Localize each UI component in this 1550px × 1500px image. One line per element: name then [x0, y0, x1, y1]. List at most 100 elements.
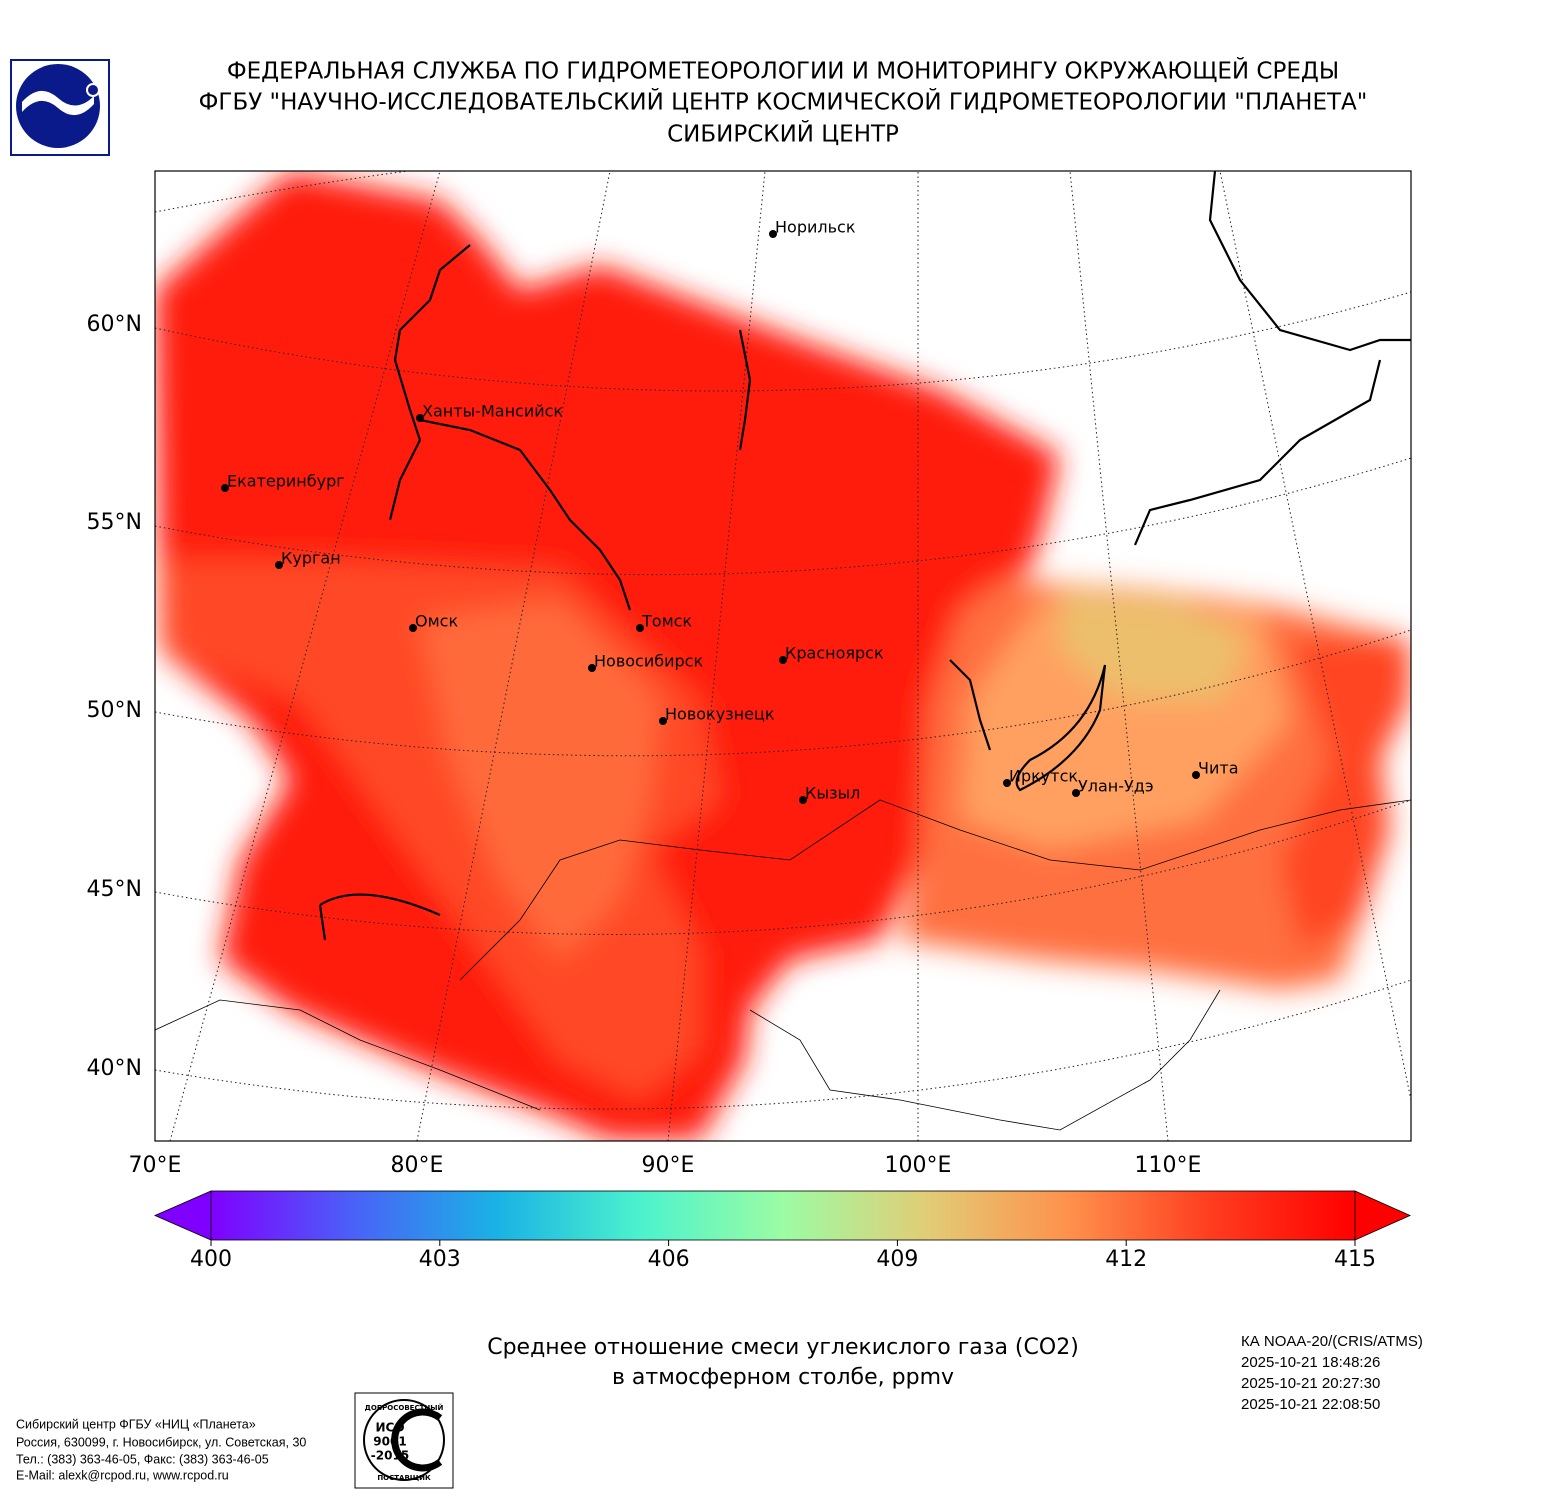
map: Норильск Ханты-Мансийск Екатеринбург Курган…: [155, 171, 1411, 1141]
city-label: Ханты-Мансийск: [422, 402, 563, 421]
lat-label: 55°N: [87, 510, 142, 535]
lake-baikal: [1015, 664, 1107, 792]
field-lowest: [1060, 590, 1250, 700]
footer-line: Тел.: (383) 363-46-05, Факс: (383) 363-4…: [16, 1452, 269, 1466]
colorbar-extend-low: [154, 1190, 212, 1241]
badge-text: -2015: [371, 1449, 409, 1463]
meridian: [667, 171, 766, 1141]
city-label: Новосибирск: [594, 652, 703, 671]
city-dot: [1192, 771, 1200, 779]
river: [1208, 171, 1411, 352]
map-frame: [154, 170, 1412, 1142]
border: [155, 799, 1411, 1131]
logo: [10, 59, 110, 156]
coastlines: [155, 171, 1411, 1131]
co2-field: [155, 171, 1410, 1140]
river: [419, 418, 632, 611]
field-mid: [420, 600, 660, 960]
header-line: ФГБУ "НАУЧНО-ИССЛЕДОВАТЕЛЬСКИЙ ЦЕНТР КОС…: [199, 88, 1368, 116]
colorbar-tick-label: 415: [1334, 1247, 1376, 1272]
river: [1133, 359, 1382, 546]
logo-satellite: [86, 83, 100, 97]
city-label: Томск: [641, 612, 692, 631]
colorbar-tick-label: 400: [190, 1247, 232, 1272]
colorbar-tick-label: 409: [876, 1247, 918, 1272]
lon-label: 100°E: [885, 1153, 952, 1178]
city-dot: [636, 624, 644, 632]
colorbar-tick-label: 412: [1105, 1247, 1147, 1272]
city-dot: [659, 717, 667, 725]
city-dot: [416, 414, 424, 422]
city-dot: [779, 656, 787, 664]
satellite-line: 2025-10-21 20:27:30: [1241, 1375, 1380, 1392]
caption-line: Среднее отношение смеси углекислого газа…: [487, 1335, 1079, 1360]
lat-label: 40°N: [87, 1056, 142, 1081]
parallel: [155, 291, 1411, 392]
river: [738, 329, 752, 451]
city-dot: [409, 624, 417, 632]
header: ФЕДЕРАЛЬНАЯ СЛУЖБА ПО ГИДРОМЕТЕОРОЛОГИИ …: [199, 57, 1368, 148]
badge-c: [391, 1408, 443, 1472]
graticule: [155, 171, 1411, 1141]
satellite-line: 2025-10-21 22:08:50: [1241, 1396, 1380, 1413]
parallel: [155, 629, 1411, 757]
river: [388, 244, 471, 521]
satellite-line: 2025-10-21 18:48:26: [1241, 1354, 1380, 1371]
badge-circle: [363, 1399, 445, 1481]
city-label: Новокузнецк: [665, 705, 775, 724]
colorbar-body: [210, 1190, 1356, 1241]
city-dot: [275, 561, 283, 569]
lake: [318, 893, 441, 941]
meridian: [1069, 171, 1169, 1141]
city-label: Иркутск: [1009, 767, 1078, 786]
iso-badge: ДОБРОСОВЕСТНЫЙ ИСО 9001 -2015 ПОСТАВЩИК: [354, 1392, 454, 1489]
city-label: Красноярск: [785, 644, 884, 663]
colorbar-extend-high: [1354, 1190, 1411, 1241]
caption: Среднее отношение смеси углекислого газа…: [487, 1335, 1079, 1390]
header-line: ФЕДЕРАЛЬНАЯ СЛУЖБА ПО ГИДРОМЕТЕОРОЛОГИИ …: [227, 57, 1339, 85]
header-line: СИБИРСКИЙ ЦЕНТР: [667, 120, 899, 148]
city-dot: [769, 230, 777, 238]
map-axes: 60°N 55°N 50°N 45°N 40°N 70°E 80°E 90°E 100°E 110…: [87, 312, 1202, 1178]
city-label: Норильск: [775, 218, 856, 237]
city-label: Курган: [281, 549, 341, 568]
city-dot: [1072, 789, 1080, 797]
lon-label: 110°E: [1135, 1153, 1202, 1178]
satellite-line: КА NOAA-20/(CRIS/ATMS): [1241, 1333, 1423, 1350]
badge-text: ИСО: [375, 1421, 404, 1435]
lon-label: 80°E: [391, 1153, 444, 1178]
logo-wave: [22, 90, 94, 116]
meridian: [1219, 171, 1411, 1101]
cities: Норильск Ханты-Мансийск Екатеринбург Курган…: [221, 218, 1239, 804]
colorbar: 400 403 406 409 412 415: [154, 1190, 1411, 1272]
caption-line: в атмосферном столбе, ppmv: [612, 1365, 954, 1390]
parallel: [155, 457, 1411, 576]
city-label: Омск: [415, 612, 458, 631]
city-dot: [799, 796, 807, 804]
lat-label: 50°N: [87, 698, 142, 723]
lon-label: 70°E: [129, 1153, 182, 1178]
parallel: [155, 799, 1411, 935]
lon-label: 90°E: [642, 1153, 695, 1178]
city-label: Кызыл: [805, 784, 860, 803]
meridian: [416, 171, 611, 1141]
city-label: Улан-Удэ: [1078, 777, 1154, 796]
satellite-info: КА NOAA-20/(CRIS/ATMS) 2025-10-21 18:48:…: [1241, 1333, 1423, 1413]
field-east-edge: [1280, 640, 1410, 950]
city-dot: [588, 664, 596, 672]
badge-text: ПОСТАВЩИК: [377, 1474, 431, 1482]
footer-line: Россия, 630099, г. Новосибирск, ул. Сове…: [16, 1435, 306, 1449]
river: [949, 659, 992, 751]
lat-label: 45°N: [87, 877, 142, 902]
colorbar-tick-label: 406: [648, 1247, 690, 1272]
colorbar-tick-label: 403: [419, 1247, 461, 1272]
badge-text: 9001: [373, 1435, 406, 1449]
footer-line: Сибирский центр ФГБУ «НИЦ «Планета»: [16, 1417, 256, 1431]
city-dot: [221, 484, 229, 492]
meridian: [169, 171, 441, 1141]
badge-frame: [354, 1392, 454, 1489]
badge-text: ДОБРОСОВЕСТНЫЙ: [365, 1403, 444, 1412]
lat-label: 60°N: [87, 312, 142, 337]
